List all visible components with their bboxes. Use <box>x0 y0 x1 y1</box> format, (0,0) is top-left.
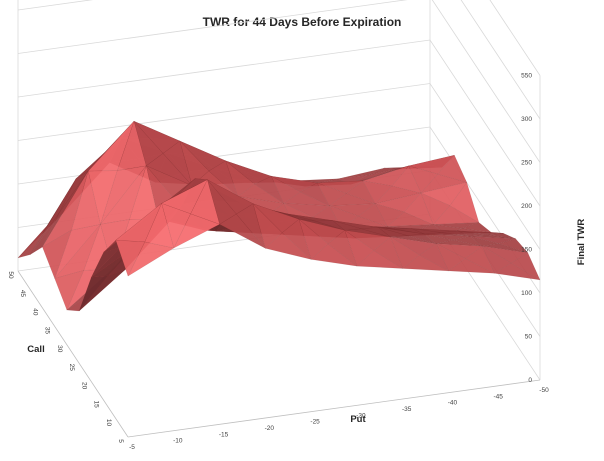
surface-facet-0-3-3 <box>252 203 283 249</box>
surface-facet-1-6-2 <box>378 227 425 236</box>
call-tick-label: 25 <box>68 364 75 372</box>
twr-tick-label: 100 <box>521 290 532 297</box>
tick-labels: -5 -10 -15 -20 -25 -30 -35 -40 -45 -50 5 10 15 20 25 30… <box>7 73 549 452</box>
call-tick-label: 50 <box>7 271 14 279</box>
gridline-z-6 <box>17 0 541 120</box>
surface-facet-2-6-2 <box>365 226 412 230</box>
surface-facet-5-6-3 <box>328 205 359 229</box>
twr-tick-label: 150 <box>521 247 532 254</box>
put-tick-label: -40 <box>448 400 458 407</box>
axes <box>17 270 541 438</box>
surface-facet-6-6-1 <box>345 180 376 205</box>
surface-facet-5-6-1 <box>357 203 388 227</box>
surface-facet-0-8-1 <box>510 252 541 281</box>
put-axis-line <box>127 379 541 438</box>
call-tick-label: 20 <box>80 382 87 390</box>
surface-facet-7-0-3 <box>30 212 60 255</box>
put-tick-label: -50 <box>539 387 549 394</box>
surface-facet-6-0-1 <box>71 171 101 231</box>
surface-facet-2-7-1 <box>440 230 470 237</box>
put-tick-label: -15 <box>219 431 229 438</box>
surface-facet-0-4-0 <box>310 243 358 267</box>
surface-facet-6-7-3 <box>362 180 393 205</box>
surface-facet-6-2-3 <box>133 121 164 167</box>
put-tick-label: -20 <box>265 425 275 432</box>
x-axis-title: Put <box>350 414 366 425</box>
surface-facet-6-1-3 <box>87 170 118 226</box>
surface-facet-7-7-1 <box>379 165 409 176</box>
surface-facet-2-0-3 <box>91 247 121 278</box>
y-axis-title: Call <box>27 344 44 355</box>
put-tick-label: -25 <box>310 419 320 426</box>
call-tick-label: 5 <box>117 439 124 443</box>
surface-facet-5-6-2 <box>329 203 376 217</box>
surface-facet-0-5-2 <box>344 230 391 251</box>
surface-facet-0-1-1 <box>190 179 220 225</box>
surface-facet-1-8-2 <box>469 236 516 244</box>
surface-facet-0-4-3 <box>298 218 329 260</box>
surface-facet-6-5-1 <box>299 182 330 207</box>
put-tick-label: -45 <box>494 393 504 400</box>
put-tick-label: -35 <box>402 406 412 413</box>
surface-facet-1-4-2 <box>286 213 333 222</box>
z-axis-title: Final TWR <box>576 219 587 266</box>
call-tick-label: 30 <box>56 345 63 353</box>
surface-facet-5-7-3 <box>374 203 405 227</box>
surface-facet-6-0-3 <box>42 229 72 280</box>
call-tick-label: 45 <box>19 290 26 298</box>
surface-facet-6-4-3 <box>225 160 255 197</box>
call-tick-label: 35 <box>44 327 51 335</box>
surface-facet-6-5-0 <box>282 191 330 206</box>
surface-facet-0-0-3 <box>115 239 146 277</box>
put-tick-label: -30 <box>356 412 366 419</box>
surface-facet-1-5-2 <box>332 220 379 230</box>
twr-tick-label: 0 <box>528 377 532 384</box>
twr-tick-label: 300 <box>521 116 532 123</box>
surface-facet-0-0-1 <box>144 202 175 249</box>
put-tick-label: -10 <box>173 438 183 445</box>
surface-facet-3-0-3 <box>78 275 109 312</box>
surface-facet-6-6-3 <box>316 182 347 206</box>
surface-facet-5-7-2 <box>375 192 422 213</box>
surface-facet-6-5-3 <box>270 175 301 204</box>
twr-tick-label: 250 <box>521 160 532 167</box>
chart-title: TWR for 44 Days Before Expiration <box>203 15 402 29</box>
gridline-z-5 <box>17 0 541 163</box>
surface-facet-1-1-1 <box>178 178 209 195</box>
twr-tick-label: 50 <box>525 334 533 341</box>
surface-facet-2-8-1 <box>486 233 516 239</box>
surface-facet-5-0-3 <box>54 270 85 311</box>
twr-tick-label: 550 <box>521 73 532 80</box>
surface-facet-8-0-3 <box>17 225 48 259</box>
call-tick-label: 15 <box>93 400 100 408</box>
surface-facet-1-8-1 <box>498 238 529 254</box>
surface <box>17 120 541 312</box>
surface-facet-5-5-2 <box>283 203 330 218</box>
surface-facet-5-1-2 <box>99 165 147 225</box>
gridline-z-7 <box>489 0 541 76</box>
put-tick-label: -5 <box>129 444 135 451</box>
surface-facet-0-2-0 <box>219 213 266 249</box>
call-tick-label: 40 <box>31 308 38 316</box>
surface-facet-0-2-3 <box>207 179 237 225</box>
call-tick-label: 10 <box>105 419 112 427</box>
surface-facet-6-2-2 <box>133 121 181 154</box>
surface-facet-6-4-1 <box>254 175 285 204</box>
call-axis-line <box>17 270 129 438</box>
surface-facet-0-1-3 <box>161 203 191 249</box>
surface-facet-7-1-3 <box>75 151 106 179</box>
surface-facet-0-0-2 <box>115 203 162 243</box>
twr-tick-label: 200 <box>521 203 532 210</box>
